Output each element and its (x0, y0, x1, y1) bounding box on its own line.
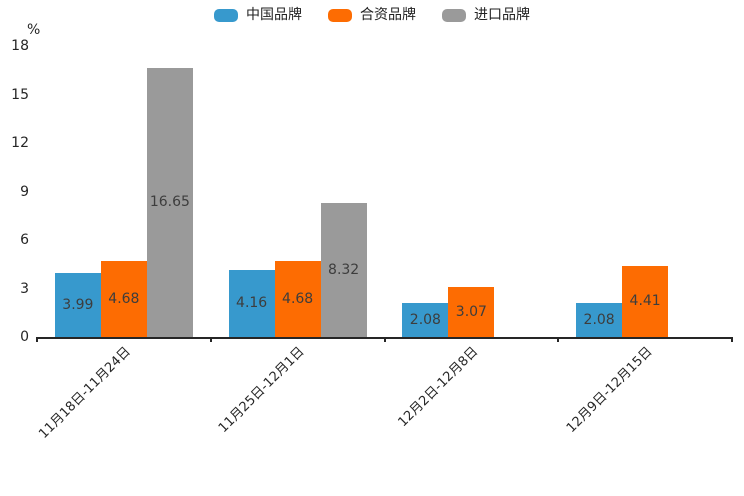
legend-item-1[interactable]: 合资品牌 (328, 8, 416, 22)
bar-s2-c1: 8.32 (320, 202, 367, 337)
y-tick-label: 18 (11, 38, 29, 54)
x-category-label-0: 11月18日-11月24日 (36, 344, 134, 442)
legend-item-0[interactable]: 中国品牌 (214, 8, 302, 22)
bar-s2-c0: 16.65 (146, 67, 193, 337)
x-tick-mark (557, 337, 560, 342)
bar-s0-c0: 3.99 (54, 272, 101, 337)
legend-swatch-icon (214, 8, 238, 22)
bar-s1-c0: 4.68 (100, 261, 147, 337)
legend-label: 中国品牌 (246, 7, 302, 23)
legend-label: 进口品牌 (474, 7, 530, 23)
bar-s0-c3: 2.08 (576, 303, 623, 337)
x-tick-mark (209, 337, 212, 342)
y-tick-label: 0 (20, 329, 29, 345)
bar-value-label: 3.99 (62, 296, 94, 313)
bar-groups: 3.99 4.68 16.65 4.16 4.68 8.32 2.08 3.07 2.08 4.4… (37, 46, 732, 337)
bar-s0-c2: 2.08 (402, 303, 449, 337)
x-tick-mark (383, 337, 386, 342)
bar-value-label: 4.68 (108, 291, 140, 308)
bar-value-label: 2.08 (409, 312, 441, 329)
bar-s1-c1: 4.68 (274, 261, 321, 337)
bar-s1-c2: 3.07 (448, 287, 495, 337)
x-category-label-3: 12月9日-12月15日 (563, 344, 656, 436)
x-category-label-1: 11月25日-12月1日 (215, 344, 308, 436)
bar-value-label: 16.65 (149, 194, 190, 211)
bar-value-label: 4.68 (282, 291, 314, 308)
y-axis-unit-label: % (27, 22, 41, 38)
legend-swatch-icon (442, 8, 466, 22)
bar-group-2: 2.08 3.07 (385, 46, 559, 337)
y-tick-label: 9 (20, 183, 29, 200)
plot-area: % 3.99 4.68 16.65 4.16 4.68 8.32 2.08 3.07 2.08 4… (11, 22, 733, 442)
bar-value-label: 3.07 (455, 304, 487, 321)
bar-group-0: 3.99 4.68 16.65 (37, 46, 211, 337)
bar-value-label: 2.08 (583, 312, 615, 329)
bar-s0-c1: 4.16 (228, 269, 275, 337)
y-tick-label: 12 (11, 135, 29, 151)
bar-value-label: 8.32 (328, 261, 360, 278)
legend-label: 合资品牌 (360, 7, 416, 23)
legend-swatch-icon (328, 8, 352, 22)
y-tick-label: 3 (20, 280, 29, 297)
bar-s1-c3: 4.41 (622, 265, 669, 337)
bar-value-label: 4.16 (236, 295, 268, 312)
x-category-label-2: 12月2日-12月8日 (395, 344, 482, 431)
legend: 中国品牌 合资品牌 进口品牌 (0, 8, 744, 22)
bar-group-1: 4.16 4.68 8.32 (211, 46, 385, 337)
x-tick-mark (731, 337, 733, 342)
x-tick-mark (36, 337, 38, 342)
y-tick-label: 6 (20, 232, 29, 248)
bar-group-3: 2.08 4.41 (558, 46, 732, 337)
legend-item-2[interactable]: 进口品牌 (442, 8, 530, 22)
y-tick-label: 15 (11, 86, 29, 103)
bar-value-label: 4.41 (629, 293, 661, 310)
